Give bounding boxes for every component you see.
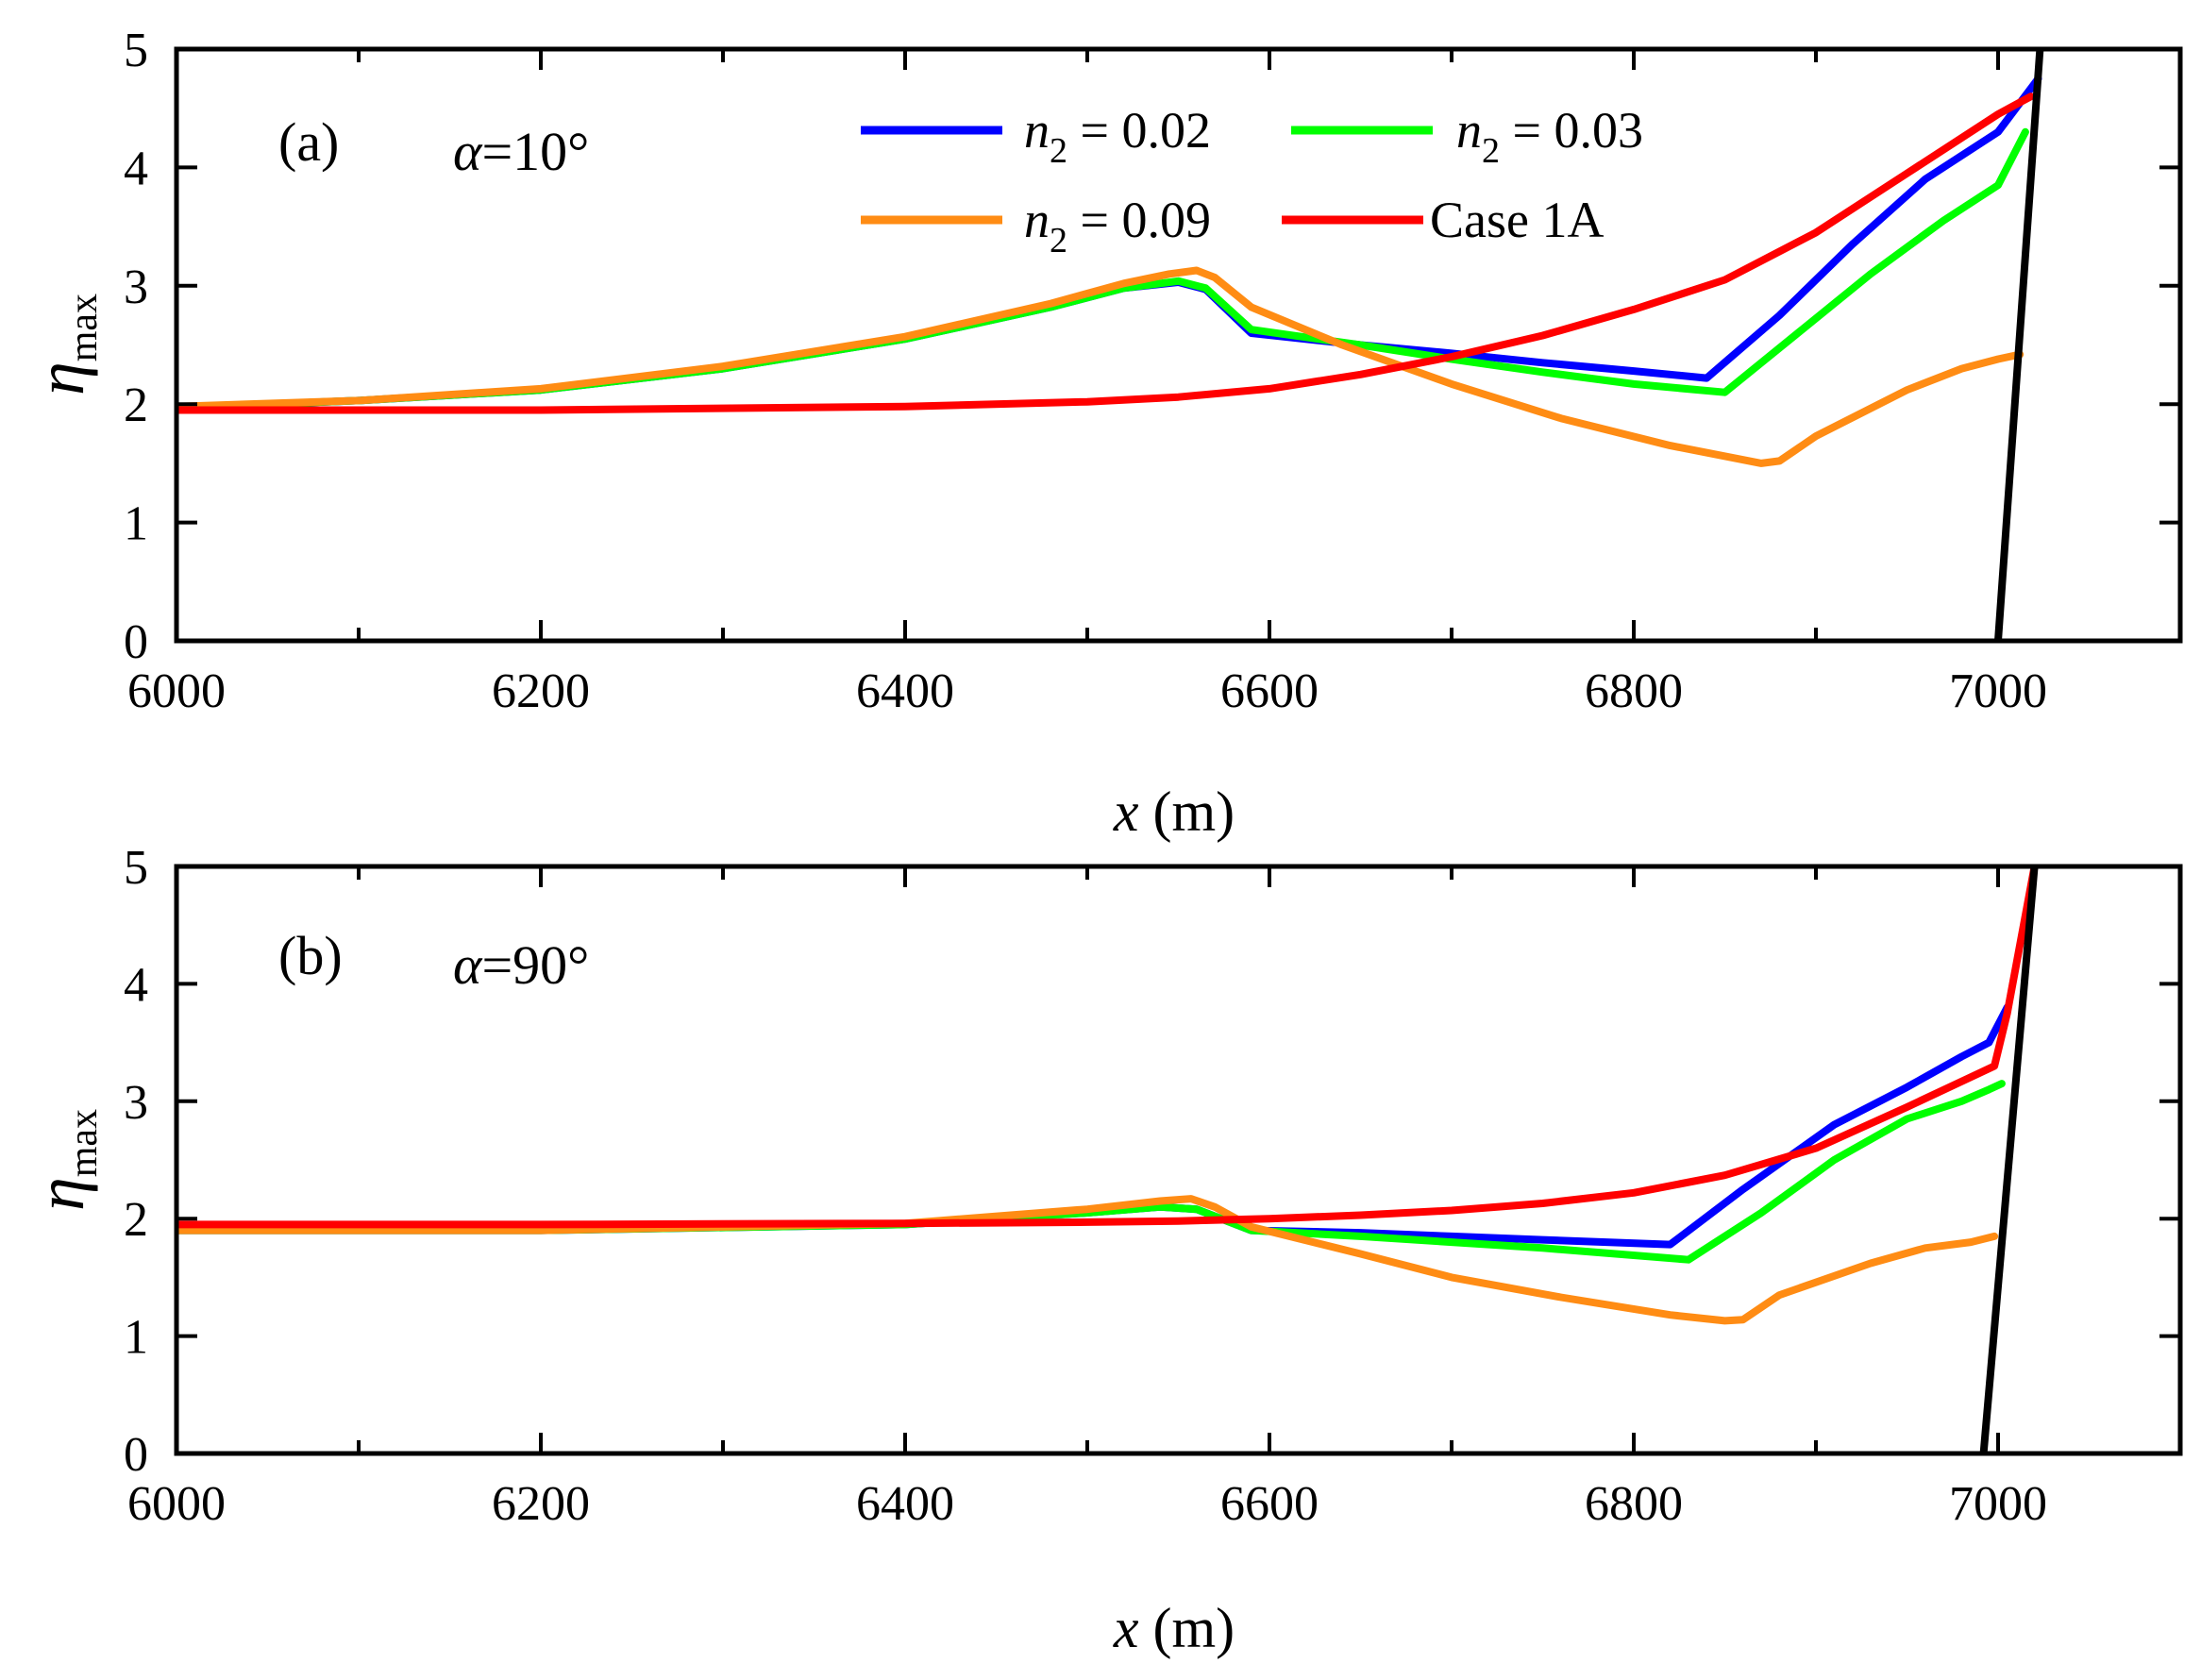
svg-text:ηmax: ηmax xyxy=(23,294,106,395)
x-tick-label-b-6600: 6600 xyxy=(1220,1477,1319,1531)
x-tick-label-a-6800: 6800 xyxy=(1585,664,1683,718)
y-tick-label-b-0: 0 xyxy=(124,1428,148,1482)
x-tick-label-b-6000: 6000 xyxy=(127,1477,226,1531)
y-axis-title-b: ηmax xyxy=(23,1109,106,1211)
y-tick-label-a-5: 5 xyxy=(124,24,148,77)
x-tick-label-b-6200: 6200 xyxy=(492,1477,590,1531)
y-tick-label-a-4: 4 xyxy=(124,142,148,195)
x-tick-label-b-7000: 7000 xyxy=(1949,1477,2047,1531)
ticks-b: 6000 6200 6400 6600 6800 7000 0 1 2 3 4 5 xyxy=(124,841,2182,1531)
series-line-a-case-1a xyxy=(176,92,2035,414)
x-tick-label-b-6800: 6800 xyxy=(1585,1477,1683,1531)
x-axis-title-b: x (m) xyxy=(1113,1597,1235,1659)
x-tick-label-b-6400: 6400 xyxy=(856,1477,954,1531)
y-axis-title-a: ηmax xyxy=(23,294,106,395)
x-tick-label-a-6400: 6400 xyxy=(856,664,954,718)
series-layer-a xyxy=(176,49,2044,641)
panel-a: 6000 6200 6400 6600 6800 7000 0 1 2 3 4 5 (a) α=10°… xyxy=(23,24,2183,843)
y-tick-label-a-1: 1 xyxy=(124,497,148,551)
y-tick-label-b-3: 3 xyxy=(124,1076,148,1130)
plot-frame-b xyxy=(174,864,2183,1456)
legend: n2 = 0.02 n2 = 0.03 n2 = 0.09 Case 1A xyxy=(861,102,1643,260)
svg-text:Case 1A: Case 1A xyxy=(1430,192,1604,248)
x-tick-label-a-6200: 6200 xyxy=(492,664,590,718)
panel-label-a: (a) xyxy=(278,111,339,173)
series-line-b-slope xyxy=(1979,866,2039,1453)
y-tick-label-a-0: 0 xyxy=(124,615,148,669)
series-line-a-n2-0-09 xyxy=(176,266,2025,467)
panel-b: 6000 6200 6400 6600 6800 7000 0 1 2 3 4 5 (b) α=90°… xyxy=(23,841,2183,1659)
legend-entry-n2-002: n2 = 0.02 xyxy=(861,102,1211,171)
y-tick-label-b-4: 4 xyxy=(124,958,148,1012)
y-tick-label-b-5: 5 xyxy=(124,841,148,895)
svg-text:n2 = 0.09: n2 = 0.09 xyxy=(1024,192,1211,260)
plot-frame-a xyxy=(174,46,2183,644)
panel-label-b: (b) xyxy=(278,925,343,986)
series-layer-b xyxy=(176,866,2039,1453)
annotation-b: α=90° xyxy=(453,934,589,996)
legend-entry-n2-009: n2 = 0.09 xyxy=(861,192,1211,260)
x-tick-label-a-6000: 6000 xyxy=(127,664,226,718)
svg-text:ηmax: ηmax xyxy=(23,1109,106,1211)
svg-text:n2 = 0.03: n2 = 0.03 xyxy=(1456,102,1643,171)
series-line-a-slope xyxy=(1994,49,2044,641)
y-tick-label-a-3: 3 xyxy=(124,260,148,314)
series-line-b-n2-0-09 xyxy=(176,1195,1999,1325)
annotation-a: α=10° xyxy=(453,121,589,182)
y-tick-label-b-2: 2 xyxy=(124,1193,148,1247)
x-tick-label-a-7000: 7000 xyxy=(1949,664,2047,718)
y-tick-label-b-1: 1 xyxy=(124,1311,148,1365)
series-line-b-case-1a xyxy=(176,866,2039,1229)
x-tick-label-a-6600: 6600 xyxy=(1220,664,1319,718)
legend-entry-n2-003: n2 = 0.03 xyxy=(1291,102,1643,171)
ticks-a: 6000 6200 6400 6600 6800 7000 0 1 2 3 4 5 xyxy=(124,24,2182,718)
legend-entry-case-1a: Case 1A xyxy=(1282,192,1604,248)
x-axis-title-a: x (m) xyxy=(1113,781,1235,843)
y-tick-label-a-2: 2 xyxy=(124,378,148,432)
svg-text:n2 = 0.02: n2 = 0.02 xyxy=(1024,102,1211,171)
